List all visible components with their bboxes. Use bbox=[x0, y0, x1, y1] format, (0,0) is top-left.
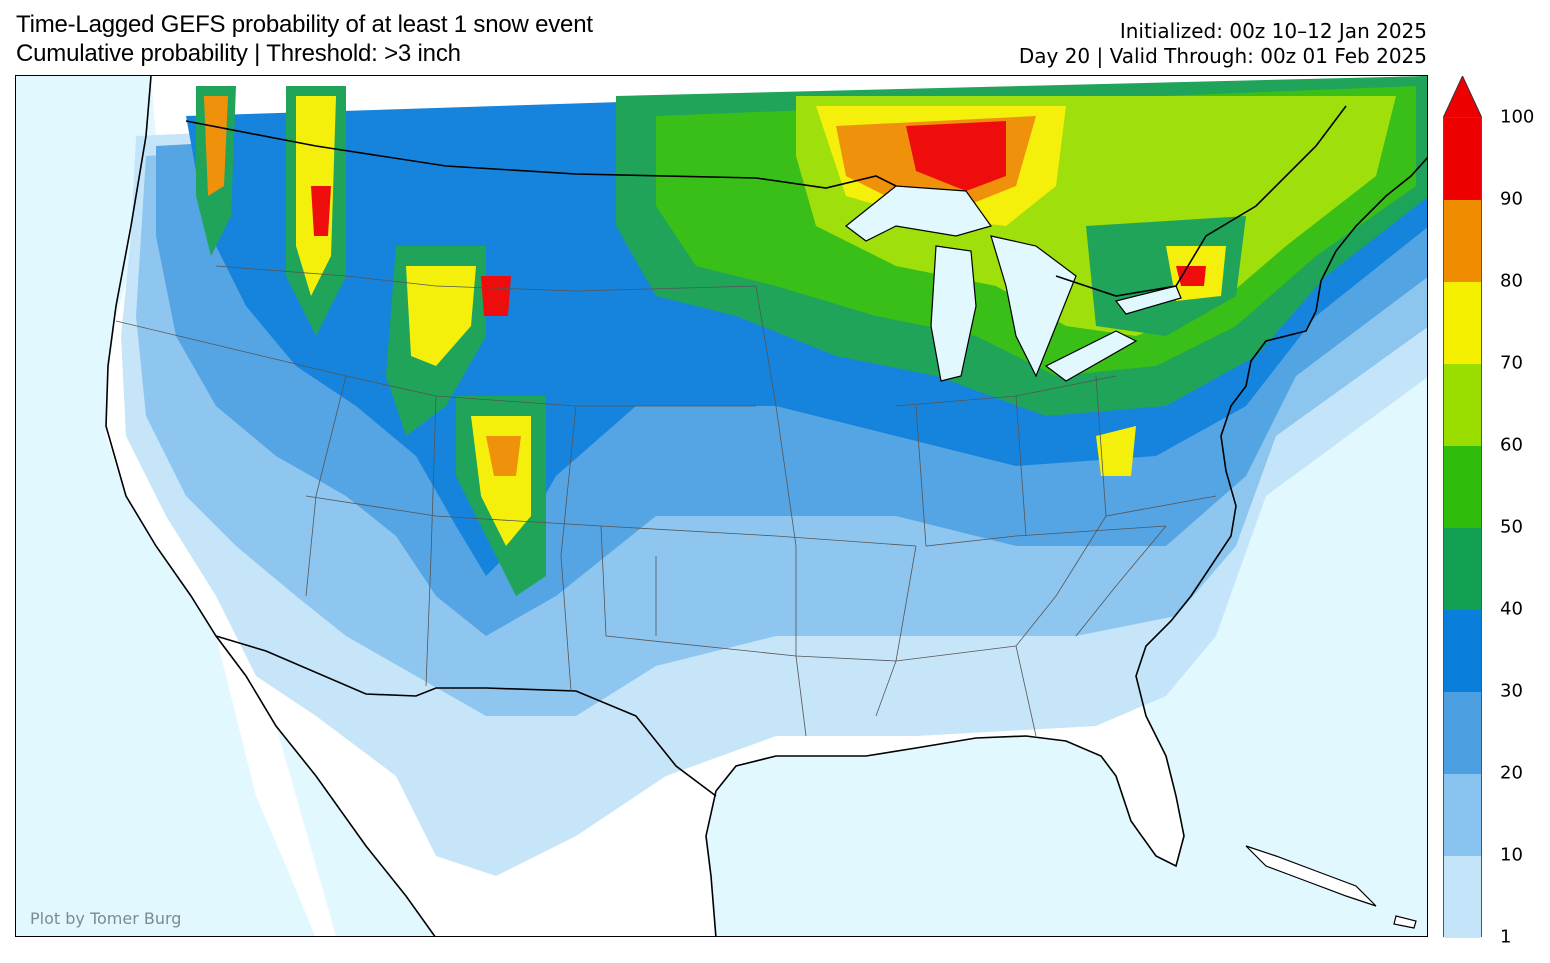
colorbar-tick-label: 50 bbox=[1500, 516, 1523, 538]
chart-title: Time-Lagged GEFS probability of at least… bbox=[16, 10, 593, 68]
colorbar bbox=[1443, 117, 1482, 938]
colorbar-tick-label: 20 bbox=[1500, 762, 1523, 784]
colorbar-bin bbox=[1444, 692, 1481, 774]
plot-credit: Plot by Tomer Burg bbox=[30, 909, 182, 928]
colorbar-bin bbox=[1444, 446, 1481, 528]
country-borders bbox=[185, 105, 1347, 797]
baja-peninsula bbox=[216, 636, 336, 936]
caribbean-islands bbox=[1245, 845, 1417, 929]
colorbar-tick-label: 100 bbox=[1500, 106, 1535, 128]
colorbar-bin bbox=[1444, 200, 1481, 282]
colorbar-bin bbox=[1444, 856, 1481, 938]
map-canvas bbox=[105, 76, 1427, 936]
lake-erie bbox=[1044, 330, 1138, 382]
colorbar-bin bbox=[1444, 610, 1481, 692]
mexico-border bbox=[215, 635, 717, 797]
colorbar-tick-label: 10 bbox=[1500, 844, 1523, 866]
coastlines bbox=[105, 76, 1427, 936]
title-line-2: Cumulative probability | Threshold: >3 i… bbox=[16, 40, 461, 67]
colorbar-bin bbox=[1444, 282, 1481, 364]
colorbar-tick-label: 80 bbox=[1500, 270, 1523, 292]
probability-map: Plot by Tomer Burg bbox=[15, 75, 1428, 937]
colorbar-bin bbox=[1444, 774, 1481, 856]
canada-border-east bbox=[1055, 105, 1347, 297]
title-line-1: Time-Lagged GEFS probability of at least… bbox=[16, 11, 593, 38]
colorbar-bin bbox=[1444, 118, 1481, 200]
lake-michigan bbox=[930, 245, 977, 382]
colorbar-tick-label: 30 bbox=[1500, 680, 1523, 702]
state-borders bbox=[115, 265, 1217, 737]
initialized-label: Initialized: 00z 10–12 Jan 2025 bbox=[1119, 19, 1427, 43]
colorbar-tick-label: 90 bbox=[1500, 188, 1523, 210]
colorbar-tick-label: 1 bbox=[1500, 926, 1512, 948]
colorbar-bin bbox=[1444, 364, 1481, 446]
valid-label: Day 20 | Valid Through: 00z 01 Feb 2025 bbox=[1018, 44, 1427, 68]
lake-ontario bbox=[1114, 285, 1182, 315]
great-lakes bbox=[845, 185, 1182, 382]
lake-superior bbox=[845, 185, 992, 242]
canada-border bbox=[185, 120, 897, 189]
colorbar-bin bbox=[1444, 528, 1481, 610]
run-info: Initialized: 00z 10–12 Jan 2025 Day 20 |… bbox=[1019, 19, 1427, 69]
colorbar-extend-arrow bbox=[1443, 76, 1482, 118]
lake-huron bbox=[990, 235, 1077, 378]
colorbar-tick-label: 70 bbox=[1500, 352, 1523, 374]
colorbar-tick-label: 40 bbox=[1500, 598, 1523, 620]
colorbar-tick-label: 60 bbox=[1500, 434, 1523, 456]
